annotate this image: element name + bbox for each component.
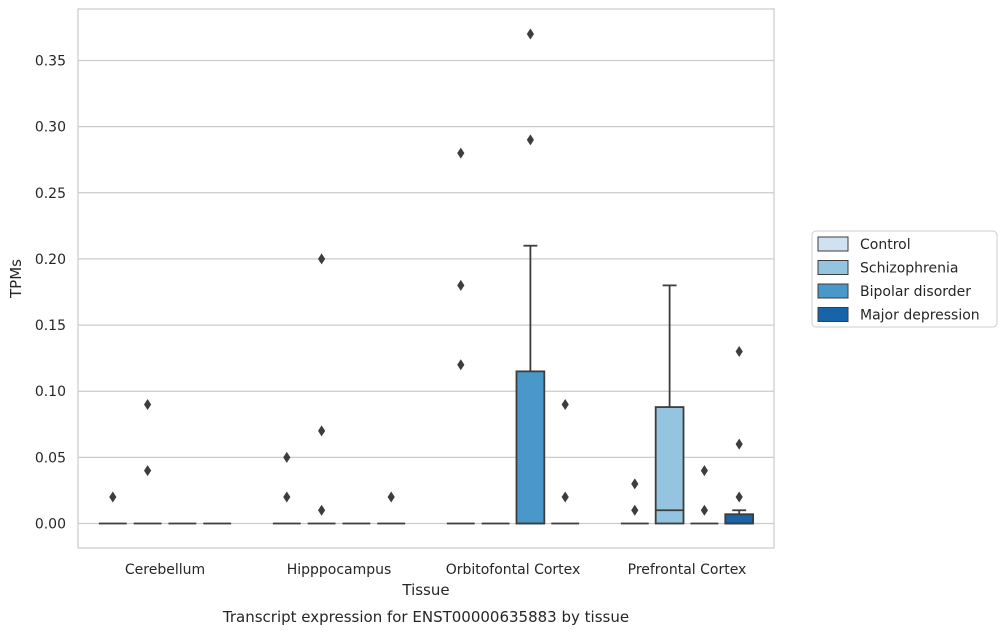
y-axis-label: TPMs [7,259,25,299]
outlier-point [457,359,465,371]
box-schizophrenia [654,284,685,525]
outlier-point [109,491,117,503]
y-tick-label: 0.10 [35,384,66,400]
legend-label: Major depression [860,308,980,324]
outlier-point [561,398,569,410]
box-control [446,147,475,525]
legend-swatch [817,307,849,322]
outlier-point [631,504,639,516]
x-tick-label: Orbitofontal Cortex [446,562,581,578]
box-bipolar-disorder [690,465,719,525]
outlier-point [735,346,743,358]
box-schizophrenia [307,253,336,525]
legend-label: Bipolar disorder [860,284,971,300]
y-tick-label: 0.20 [35,252,66,268]
outlier-point [318,425,326,437]
outlier-point [700,504,708,516]
plot-frame [77,8,775,549]
legend-label: Schizophrenia [860,261,958,277]
legend-swatch [817,283,849,299]
box-control [98,491,127,525]
outlier-point [526,134,534,146]
legend-label: Control [860,237,911,253]
box-major-depression [551,398,580,525]
outlier-point [735,438,743,450]
box-control [620,478,649,525]
outlier-point [283,451,291,463]
y-tick-label: 0.35 [35,54,66,70]
outlier-point [561,491,569,503]
y-tick-labels: 0.00 0.05 0.10 0.15 0.20 0.25 0.30 0.35 [35,54,66,533]
box-body [654,406,685,525]
box-body [515,370,546,525]
chart-caption: Transcript expression for ENST0000063588… [222,608,629,626]
outlier-point [631,478,639,490]
legend: Control Schizophrenia Bipolar disorder Majo… [811,230,998,328]
y-tick-label: 0.30 [35,120,66,136]
x-tick-label: Cerebellum [125,562,205,578]
outlier-point [700,465,708,477]
box-bipolar-disorder [515,28,546,525]
legend-swatch [817,236,849,252]
box-major-depression [377,491,406,525]
x-tick-label: Prefrontal Cortex [628,562,747,578]
x-tick-labels: Cerebellum Hipppocampus Orbitofontal Corte… [125,562,746,578]
outlier-point [144,398,152,410]
box-major-depression [724,346,755,525]
outlier-point [318,504,326,516]
outlier-point [144,465,152,477]
outlier-point [526,28,534,40]
box-body [724,513,755,525]
y-tick-label: 0.00 [35,517,66,533]
y-tick-label: 0.05 [35,450,66,466]
outlier-point [735,491,743,503]
outlier-point [457,147,465,159]
x-tick-label: Hipppocampus [287,562,392,578]
outlier-point [318,253,326,265]
y-tick-label: 0.25 [35,186,66,202]
outlier-point [387,491,395,503]
y-tick-label: 0.15 [35,318,66,334]
box-layer [98,28,755,525]
outlier-point [457,279,465,291]
legend-swatch [817,260,849,275]
outlier-point [283,491,291,503]
legend-frame [811,230,998,328]
x-axis-label: Tissue [401,581,449,599]
box-control [272,451,301,525]
box-schizophrenia [133,398,162,525]
